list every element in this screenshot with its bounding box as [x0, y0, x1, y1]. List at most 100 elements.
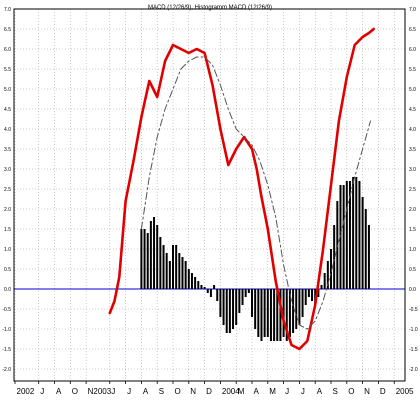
histogram-bar: [206, 289, 209, 293]
y-tick-label: 1.0: [409, 247, 416, 253]
y-axis-right: 7.0 6.5 6.0 5.5 5.0 4.5 4.0 3.5 3.0 2.5 2.0 1.5 1.0 0…: [409, 7, 418, 373]
x-tick-label: J: [111, 387, 115, 396]
x-tick-label: O: [72, 387, 78, 396]
y-tick-label: 1.5: [409, 227, 416, 233]
y-tick-label: 4.5: [409, 107, 416, 113]
histogram-bar: [266, 289, 269, 337]
y-tick-label: 2.0: [409, 207, 416, 213]
y-tick-label: -0.5: [2, 307, 11, 313]
histogram-bar: [323, 273, 326, 289]
x-tick-label: N2003: [88, 387, 112, 396]
histogram-bar: [219, 289, 222, 317]
histogram-bar: [165, 253, 168, 289]
histogram-bar: [358, 181, 361, 289]
histogram-bar: [241, 289, 244, 305]
histogram-bar: [288, 289, 291, 337]
x-tick-label: N: [190, 387, 196, 396]
y-tick-label: 2.5: [409, 187, 416, 193]
y-tick-label: -2.0: [2, 367, 11, 373]
plot-frame: [13, 8, 406, 382]
histogram-bar: [320, 285, 323, 289]
histogram-bar: [190, 273, 193, 289]
x-tick-label: J: [40, 387, 44, 396]
histogram-bar: [355, 177, 358, 289]
x-tick-label: S: [159, 387, 164, 396]
x-tick-label: A: [254, 387, 260, 396]
y-tick-label: 6.0: [4, 47, 11, 53]
y-tick-label: 1.5: [4, 227, 11, 233]
y-tick-label: 3.0: [409, 167, 416, 173]
y-tick-label: -1.0: [2, 327, 11, 333]
histogram-bar: [181, 257, 184, 289]
histogram-bar: [213, 285, 216, 289]
histogram-bar: [162, 245, 165, 289]
y-tick-label: -1.5: [2, 347, 11, 353]
histogram-bar: [172, 245, 174, 289]
histogram-bar: [295, 289, 298, 329]
y-tick-label: -2.0: [409, 367, 418, 373]
y-tick-label: 5.0: [4, 87, 11, 93]
histogram-bar: [209, 289, 212, 297]
histogram-bar: [143, 229, 146, 289]
histogram-bar: [194, 277, 197, 289]
x-tick-label: J: [301, 387, 305, 396]
signal-line: [140, 56, 371, 330]
histogram-bar: [361, 197, 364, 289]
x-tick-label: A: [317, 387, 323, 396]
histogram-bar: [282, 289, 285, 337]
y-tick-label: 4.5: [4, 107, 11, 113]
y-tick-label: 2.5: [4, 187, 11, 193]
y-tick-label: 0.0: [409, 287, 416, 293]
histogram-bar: [339, 185, 342, 289]
histogram-bar: [225, 289, 228, 333]
y-tick-label: 3.5: [4, 147, 11, 153]
x-tick-label: 2005: [396, 387, 414, 396]
x-tick-label: J: [285, 387, 289, 396]
histogram-bar: [203, 287, 206, 289]
histogram-bar: [235, 289, 238, 325]
histogram-bar: [254, 289, 257, 329]
x-tick-label: D: [380, 387, 386, 396]
histogram-bar: [260, 289, 263, 341]
series-lines: [108, 27, 376, 351]
histogram-bar: [156, 225, 159, 289]
histogram-bar: [244, 289, 247, 297]
histogram-bar: [228, 289, 231, 333]
histogram-bar: [178, 253, 181, 289]
chart-title: MACD (12/26/9), Histogramm MACD (12/26/9…: [148, 5, 272, 11]
histogram-bar: [367, 225, 370, 289]
x-tick-label: M: [269, 387, 276, 396]
histogram-bar: [292, 289, 295, 333]
histogram-bar: [200, 285, 203, 289]
histogram-bar: [222, 289, 225, 325]
histogram-bar: [336, 201, 339, 289]
x-tick-label: A: [143, 387, 149, 396]
histogram-bar: [238, 289, 241, 313]
histogram-bar: [263, 289, 266, 337]
macd-line: [108, 27, 376, 351]
histogram-bar: [307, 289, 310, 297]
x-tick-label: O: [175, 387, 181, 396]
y-tick-label: 4.0: [409, 127, 416, 133]
histogram-bar: [311, 289, 314, 301]
y-tick-label: -1.0: [409, 327, 418, 333]
histogram-bar: [247, 289, 250, 293]
histogram-bar: [168, 261, 171, 289]
y-tick-label: 7.0: [4, 7, 11, 13]
histogram-bar: [330, 249, 332, 289]
histogram-bar: [184, 261, 187, 289]
histogram-bar: [345, 181, 348, 289]
y-tick-label: 4.0: [4, 127, 11, 133]
y-tick-label: 6.5: [409, 27, 416, 33]
histogram-bar: [197, 281, 200, 289]
x-tick-label: S: [333, 387, 338, 396]
y-tick-label: 2.0: [4, 207, 11, 213]
histogram-bar: [146, 233, 149, 289]
histogram-bar: [276, 289, 279, 341]
x-tick-label: M: [238, 387, 245, 396]
histogram-bar: [348, 181, 351, 289]
y-tick-label: 7.0: [409, 7, 416, 13]
histogram-bar: [273, 289, 276, 341]
y-tick-label: 0.0: [4, 287, 11, 293]
